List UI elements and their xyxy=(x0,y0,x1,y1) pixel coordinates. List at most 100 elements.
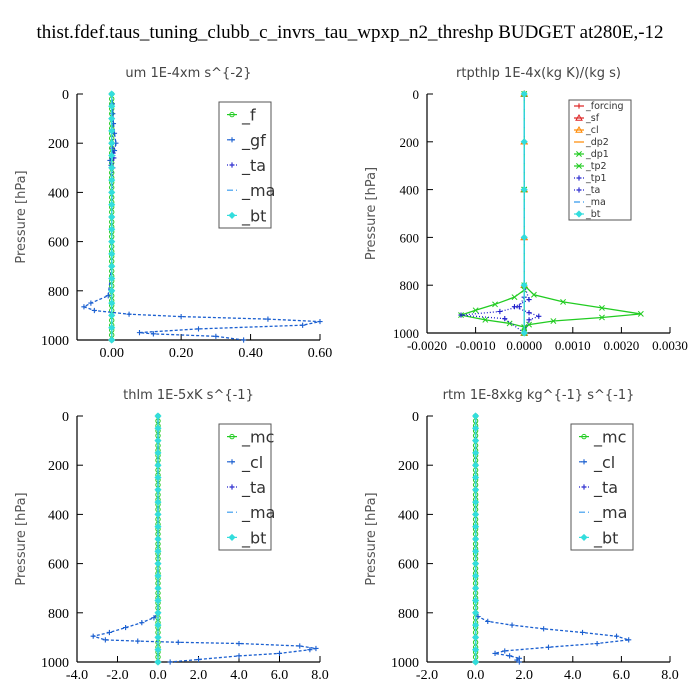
legend: _forcing_sf_cl_dp2_dp1_tp2_tp1_ta_ma_bt xyxy=(568,99,632,221)
data-point xyxy=(136,330,143,336)
x-tick-label: 4.0 xyxy=(230,668,248,683)
legend-entry: _ma xyxy=(227,503,275,523)
series-line xyxy=(90,416,317,663)
data-point xyxy=(541,626,547,632)
data-point xyxy=(472,307,479,314)
legend-marker xyxy=(575,125,583,133)
chart-panel-2: rtpthlp 1E-4x(kg K)/(kg s) Pressure [hPa]… xyxy=(364,66,688,353)
y-tick-label: 200 xyxy=(398,459,419,474)
legend-marker xyxy=(576,103,582,109)
data-point xyxy=(108,336,116,344)
data-point xyxy=(520,233,528,241)
data-point xyxy=(520,186,528,194)
legend-marker xyxy=(580,533,588,541)
legend-marker xyxy=(229,137,235,143)
data-point xyxy=(108,164,116,172)
data-point xyxy=(613,633,620,639)
data-point xyxy=(536,313,542,319)
y-tick-label: 600 xyxy=(48,236,69,251)
legend-entry: _gf xyxy=(227,131,266,151)
panel-title: thlm 1E-5xK s^{-1} xyxy=(123,388,254,403)
legend-marker xyxy=(581,433,587,440)
data-point xyxy=(154,596,162,605)
y-tick-label: 400 xyxy=(400,183,420,198)
legend: _mc _cl _ta _ma _bt xyxy=(218,423,275,551)
y-tick-label: 200 xyxy=(48,137,69,152)
data-point xyxy=(88,300,94,306)
legend-entry: _mc xyxy=(579,428,626,448)
data-point xyxy=(520,138,528,146)
panel-title: um 1E-4xm s^{-2} xyxy=(125,66,251,81)
data-point xyxy=(472,609,480,617)
x-tick-label: 8.0 xyxy=(311,668,329,683)
data-point xyxy=(472,646,480,654)
data-point xyxy=(102,637,108,643)
data-point xyxy=(108,213,116,221)
data-point xyxy=(175,639,181,645)
data-point xyxy=(154,486,162,494)
x-tick-label: -0.0010 xyxy=(456,338,496,353)
y-tick-label: 0 xyxy=(62,88,69,103)
x-tick-label: 0.0030 xyxy=(652,338,688,353)
data-point xyxy=(108,188,116,196)
data-point xyxy=(135,638,141,644)
legend-label: _ta xyxy=(241,156,266,176)
data-point xyxy=(472,473,480,482)
legend-label: _ma xyxy=(585,197,606,208)
data-point xyxy=(109,145,116,151)
data-point xyxy=(154,584,162,592)
data-point xyxy=(108,250,116,258)
data-point xyxy=(313,645,319,652)
data-point xyxy=(108,287,116,295)
y-tick-label: 600 xyxy=(48,558,69,573)
legend-entry: _ta xyxy=(574,185,600,196)
y-tick-label: 0 xyxy=(412,410,419,425)
legend-label: _dp1 xyxy=(585,149,609,160)
data-point xyxy=(154,633,162,641)
legend-entry: _ma xyxy=(574,197,606,208)
data-point xyxy=(497,308,503,315)
data-point xyxy=(195,656,202,663)
series-tp2 xyxy=(458,91,528,336)
data-point xyxy=(236,653,242,659)
figure-title: thist.fdef.taus_tuning_clubb_c_invrs_tau… xyxy=(36,22,663,43)
data-point xyxy=(550,318,557,325)
x-tick-label: 4.0 xyxy=(564,668,582,683)
y-tick-label: 400 xyxy=(48,186,69,201)
legend-marker xyxy=(229,433,235,440)
legend-entry: _ta xyxy=(227,156,266,176)
data-point xyxy=(520,90,528,98)
y-tick-label: 400 xyxy=(48,508,69,523)
data-point xyxy=(108,139,116,147)
data-point xyxy=(154,547,162,555)
x-tick-label: 0.0 xyxy=(149,668,167,683)
data-point xyxy=(154,658,162,666)
legend-entry: _ta xyxy=(579,478,618,498)
legend-marker xyxy=(576,187,582,193)
x-tick-label: -4.0 xyxy=(66,668,88,683)
data-point xyxy=(599,314,605,321)
data-point xyxy=(195,326,202,332)
legend-box xyxy=(570,423,634,551)
legend: _mc _cl _ta _ma _bt xyxy=(570,423,634,551)
y-tick-label: 800 xyxy=(400,278,420,293)
legend-label: _bt xyxy=(585,209,601,220)
y-axis-label: Pressure [hPa] xyxy=(364,167,379,260)
series-gf xyxy=(81,91,323,343)
legend-marker xyxy=(576,163,582,169)
data-point xyxy=(458,312,464,318)
legend-entry: _bt xyxy=(227,206,266,226)
legend-label: _tp1 xyxy=(585,173,607,184)
legend-entry: _cl xyxy=(579,453,615,473)
legend-label: _bt xyxy=(241,206,266,226)
x-tick-label: 2.0 xyxy=(515,668,533,683)
x-tick-label: -2.0 xyxy=(106,668,128,683)
data-point xyxy=(637,310,644,317)
legend-label: _sf xyxy=(585,113,600,124)
y-tick-label: 800 xyxy=(398,607,419,622)
data-point xyxy=(317,318,323,325)
data-point xyxy=(154,473,162,482)
data-point xyxy=(472,560,480,568)
data-point xyxy=(154,535,162,543)
data-point xyxy=(545,644,552,650)
